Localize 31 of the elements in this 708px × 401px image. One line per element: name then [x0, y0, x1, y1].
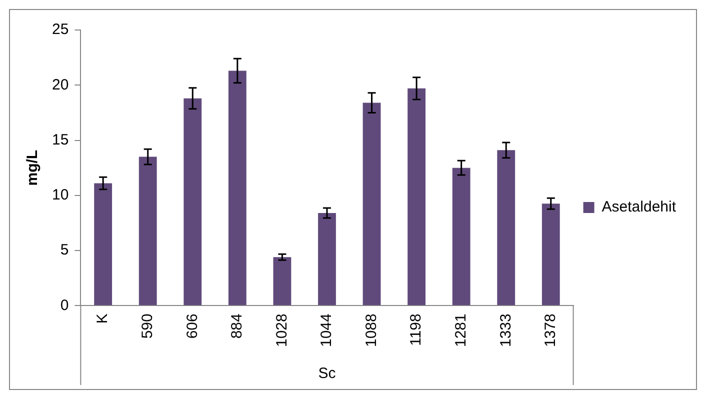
x-tick-label: K	[94, 314, 112, 324]
x-tick-label: 1333	[497, 314, 514, 348]
bar	[184, 98, 202, 306]
bar	[408, 88, 426, 306]
bar	[273, 257, 292, 306]
y-tick-label: 10	[52, 186, 69, 204]
y-tick-label: 15	[52, 131, 69, 148]
x-tick-label: 1378	[542, 314, 560, 348]
bar	[94, 183, 112, 306]
x-tick-label: 1088	[362, 314, 380, 348]
x-tick-label: 884	[228, 314, 246, 339]
x-tick-label: 606	[184, 314, 201, 339]
bar	[497, 150, 516, 306]
x-tick-label: 1028	[273, 314, 290, 348]
y-tick-label: 20	[52, 76, 69, 94]
x-tick-label: 1044	[318, 314, 336, 348]
bar	[452, 168, 470, 306]
y-tick-label: 5	[60, 242, 69, 259]
x-axis-title: Sc	[318, 365, 336, 382]
bar	[138, 156, 157, 306]
bar	[362, 102, 381, 306]
y-tick-label: 0	[60, 296, 69, 314]
x-tick-label: 1198	[408, 314, 425, 346]
bar	[228, 70, 246, 306]
bar	[542, 204, 560, 306]
y-tick-label: 25	[52, 21, 69, 38]
x-tick-label: 1281	[452, 314, 470, 348]
y-axis-title: mg/L	[24, 150, 42, 186]
x-tick-label: 590	[139, 314, 156, 339]
bar	[318, 213, 336, 306]
legend-label: Asetaldehit	[602, 198, 677, 216]
